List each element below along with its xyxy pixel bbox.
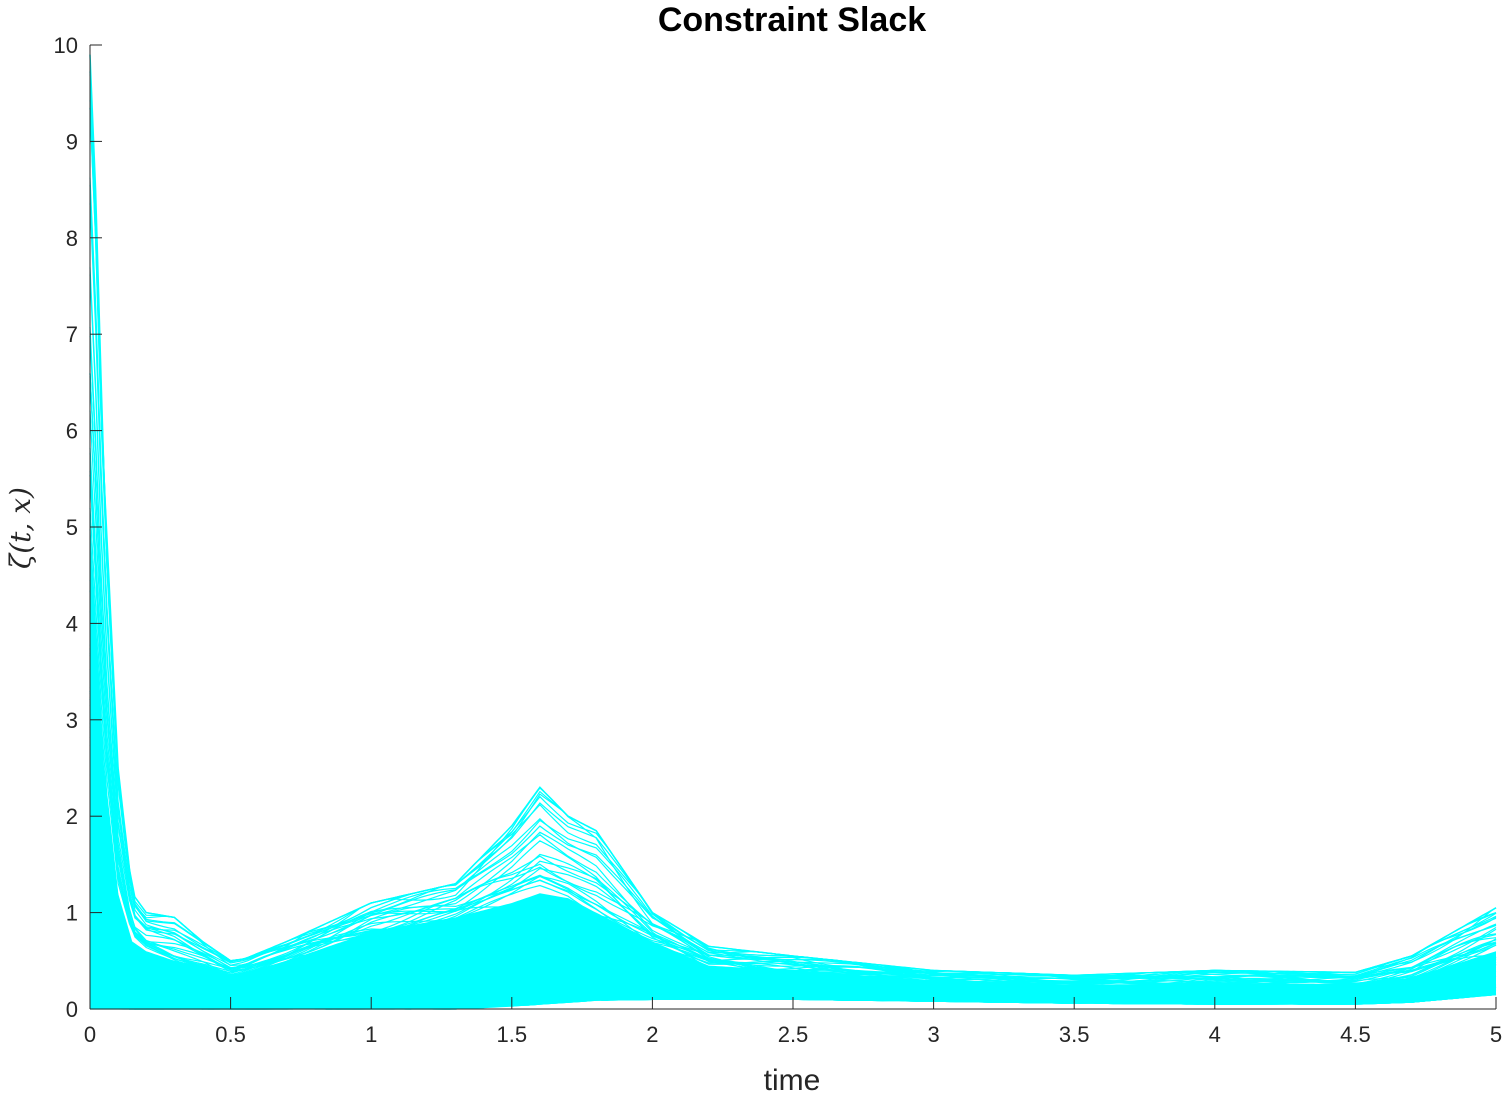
x-tick-label: 4.5 [1340, 1022, 1371, 1047]
x-tick-label: 5 [1490, 1022, 1502, 1047]
y-axis-ticks: 0 1 2 3 4 5 6 7 8 9 10 [54, 33, 102, 1022]
trajectory-line [89, 373, 1497, 985]
x-tick-label: 2 [646, 1022, 658, 1047]
trajectory-line [89, 335, 1497, 983]
trajectory-line [89, 274, 1497, 982]
trajectory-line [89, 580, 1497, 989]
y-tick-label: 1 [66, 901, 78, 926]
y-tick-label: 5 [66, 515, 78, 540]
trajectory-line [89, 71, 1497, 978]
y-tick-label: 6 [66, 419, 78, 444]
y-tick-label: 7 [66, 322, 78, 347]
x-tick-label: 2.5 [778, 1022, 809, 1047]
trajectory-line [89, 653, 1497, 992]
trajectory-line [89, 184, 1497, 978]
y-tick-label: 8 [66, 226, 78, 251]
x-axis-label: time [764, 1064, 821, 1094]
trajectory-line [89, 107, 1497, 978]
y-tick-label: 0 [66, 997, 78, 1022]
x-tick-label: 1.5 [497, 1022, 528, 1047]
y-tick-label: 3 [66, 708, 78, 733]
trajectory-line [89, 698, 1497, 996]
x-tick-label: 1 [365, 1022, 377, 1047]
axes [89, 45, 1496, 1010]
trajectory-line [89, 471, 1497, 985]
trajectory-line [89, 326, 1497, 983]
trajectory-line [89, 591, 1497, 990]
trajectory-line [89, 590, 1497, 990]
trajectory-line [89, 373, 1497, 985]
trajectory-line [89, 177, 1497, 980]
x-tick-label: 3.5 [1059, 1022, 1090, 1047]
y-tick-label: 2 [66, 804, 78, 829]
trajectory-line [89, 100, 1497, 979]
trajectory-line [89, 507, 1497, 986]
y-tick-label: 4 [66, 611, 78, 636]
y-tick-label: 10 [54, 33, 78, 58]
trajectory-line [89, 705, 1497, 995]
y-axis-label: ζ(t, x) [4, 487, 37, 569]
trajectory-line [89, 668, 1497, 994]
x-axis-ticks: 0 0.5 1 1.5 2 2.5 3 3.5 4 4.5 5 [84, 997, 1502, 1047]
trajectory-line [89, 611, 1497, 990]
trajectory-line [89, 447, 1497, 985]
trajectory-line [89, 644, 1497, 993]
trajectory-line [89, 453, 1497, 985]
x-tick-label: 0 [84, 1022, 96, 1047]
trajectory-line [89, 529, 1497, 989]
trajectory-line [89, 963, 1497, 1010]
x-tick-label: 0.5 [215, 1022, 246, 1047]
trajectory-line [89, 267, 1497, 980]
trajectory-line [89, 203, 1497, 980]
trajectory-line [89, 410, 1497, 985]
chart-title: Constraint Slack [658, 1, 926, 39]
trajectory-line [89, 699, 1497, 995]
trajectory-line [89, 71, 1497, 977]
trajectory-line [89, 744, 1497, 997]
trajectory-line [89, 649, 1497, 993]
trajectory-line [89, 475, 1497, 985]
trajectory-line [89, 108, 1497, 978]
trajectory-upper-line [89, 54, 1497, 977]
trajectory-line [89, 373, 1497, 985]
trajectory-line [89, 74, 1497, 979]
x-tick-label: 4 [1209, 1022, 1221, 1047]
x-tick-label: 3 [927, 1022, 939, 1047]
y-tick-label: 9 [66, 129, 78, 154]
series-lines [89, 54, 1497, 1010]
trajectory-line [89, 474, 1497, 986]
trajectory-line [89, 376, 1497, 985]
trajectory-line [89, 655, 1497, 992]
